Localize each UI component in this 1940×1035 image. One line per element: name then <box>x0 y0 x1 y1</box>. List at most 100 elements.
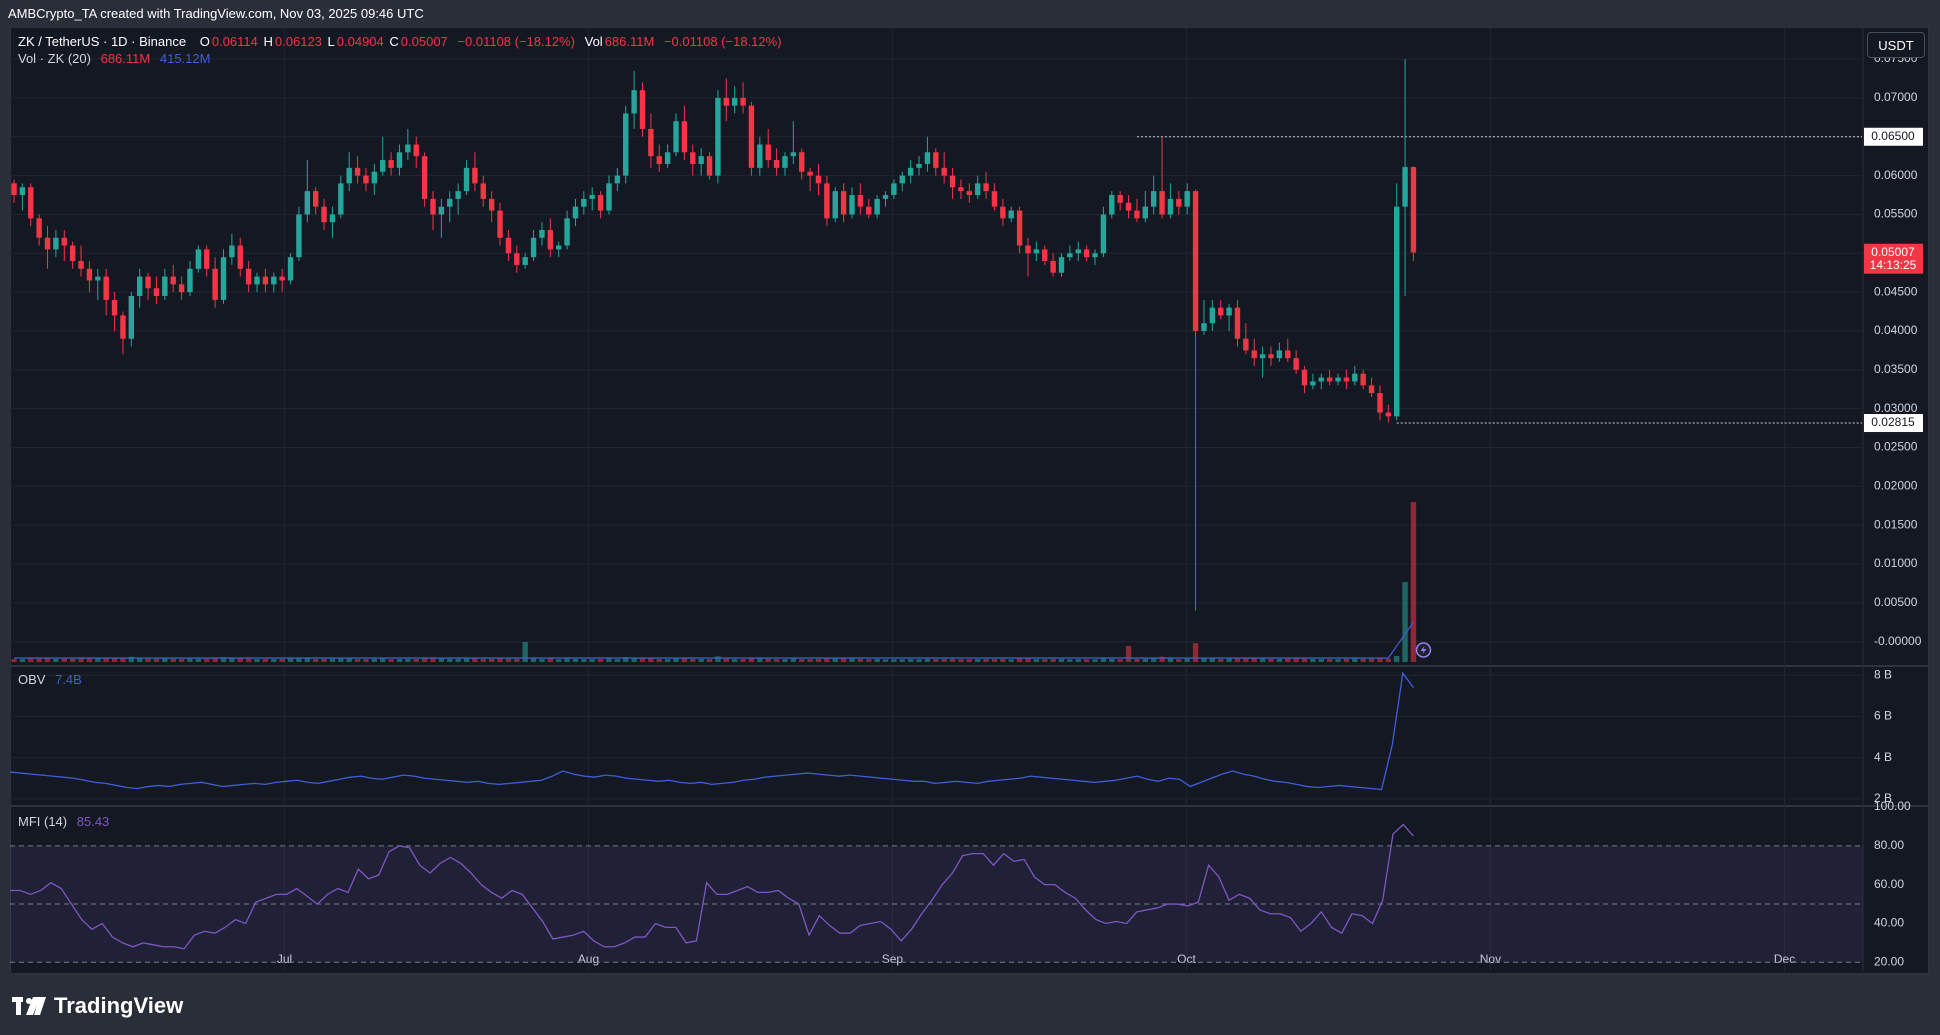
candle-body <box>958 187 964 192</box>
volume-bar <box>396 658 403 662</box>
volume-bar <box>790 658 797 662</box>
volume-bar <box>388 659 394 662</box>
candle-body <box>1092 253 1098 258</box>
price-axis-tick-label: 0.03000 <box>1874 401 1918 415</box>
price-axis-tick-label: 0.04000 <box>1874 323 1918 337</box>
volume-legend[interactable]: Vol · ZK (20) 686.11M 415.12M <box>18 51 212 66</box>
volume-bar <box>824 658 830 662</box>
volume-bar <box>44 658 51 662</box>
mfi-legend[interactable]: MFI (14) 85.43 <box>18 814 111 829</box>
volume-bar <box>1285 658 1291 662</box>
volume-bar <box>882 659 889 662</box>
volume-bar <box>204 658 210 662</box>
obv-label[interactable]: OBV <box>18 672 46 687</box>
candle-body <box>1067 253 1073 258</box>
candle-body <box>840 191 847 215</box>
volume-bar <box>1125 646 1132 662</box>
candle-body <box>44 237 51 250</box>
volume-bar <box>1234 657 1241 662</box>
volume-bar <box>229 658 235 662</box>
volume-ma-label[interactable]: Vol · ZK (20) <box>18 51 91 66</box>
volume-bar <box>1117 659 1123 662</box>
volume-bar <box>128 656 135 662</box>
candle-body <box>1360 373 1366 386</box>
volume-bar <box>1100 657 1107 662</box>
volume-bar <box>572 658 579 662</box>
volume-bar <box>1092 659 1098 662</box>
volume-bar <box>606 658 612 662</box>
volume-bar <box>866 659 872 662</box>
candle-body <box>698 156 704 164</box>
candle-body <box>1318 377 1324 382</box>
volume-bar <box>271 659 277 662</box>
mfi-label[interactable]: MFI (14) <box>18 814 68 829</box>
volume-bar <box>86 658 93 662</box>
volume-bar <box>907 659 914 662</box>
candle-body <box>1142 206 1148 219</box>
volume-bar <box>321 658 327 662</box>
volume-bar <box>421 657 428 662</box>
obv-line <box>9 671 1414 791</box>
candle-body <box>19 187 26 196</box>
candle-body <box>1335 377 1341 382</box>
volume-bar <box>949 658 956 662</box>
candle-body <box>1343 377 1350 382</box>
volume-bar <box>1134 659 1140 662</box>
obv-legend[interactable]: OBV 7.4B <box>18 672 84 687</box>
volume-ma-value-1: 686.11M <box>100 51 151 66</box>
volume-bar <box>354 658 361 662</box>
volume-bar <box>1394 656 1400 662</box>
volume-bar <box>1176 659 1182 662</box>
currency-button[interactable]: USDT <box>1867 32 1925 58</box>
candle-body <box>623 113 629 176</box>
volume-bar <box>371 658 378 662</box>
volume-bar <box>488 658 495 662</box>
candle-body <box>765 144 771 161</box>
volume-bar <box>723 658 729 662</box>
volume-bar <box>1335 659 1341 662</box>
candle-body <box>1058 257 1065 273</box>
volume-bar <box>162 658 168 662</box>
volume-bar <box>1050 658 1056 662</box>
candle-body <box>522 257 528 265</box>
candle-body <box>1226 307 1232 316</box>
volume-bar <box>991 658 998 662</box>
volume-bar <box>656 658 662 662</box>
candle-body <box>874 198 880 215</box>
candle-body <box>514 253 520 265</box>
price-axis-tick-label: 0.07000 <box>1874 90 1918 104</box>
volume-bar <box>623 657 629 662</box>
candle-body <box>430 198 436 215</box>
volume-bar <box>933 659 939 662</box>
volume-bar <box>363 659 369 662</box>
tradingview-logo[interactable]: TradingView <box>12 993 183 1019</box>
volume-bar <box>237 658 243 662</box>
volume-bar <box>187 658 193 662</box>
candle-body <box>388 160 394 168</box>
candle-body <box>891 183 897 196</box>
candle-body <box>69 245 76 262</box>
candle-body <box>1109 195 1115 215</box>
candle-body <box>338 183 344 215</box>
volume-bar <box>975 659 981 662</box>
candle-body <box>589 195 595 199</box>
mfi-line <box>10 823 1414 950</box>
close-value: 0.05007 <box>400 34 448 49</box>
volume-bar <box>1293 658 1299 662</box>
candle-body <box>1268 354 1274 359</box>
low-value: 0.04904 <box>336 34 384 49</box>
candle-body <box>1218 307 1224 316</box>
volume-bar <box>1360 658 1366 662</box>
volume-bar <box>480 658 486 662</box>
symbol-title[interactable]: ZK / TetherUS · 1D · Binance <box>18 34 187 49</box>
volume-bar <box>28 658 34 662</box>
candle-body <box>690 152 696 164</box>
mfi-axis-tick-label: 40.00 <box>1874 916 1904 930</box>
volume-bar <box>757 658 763 662</box>
candle-body <box>1033 249 1040 254</box>
candle-body <box>1176 198 1182 207</box>
volume-bar <box>1058 658 1065 662</box>
volume-bar <box>648 658 654 662</box>
